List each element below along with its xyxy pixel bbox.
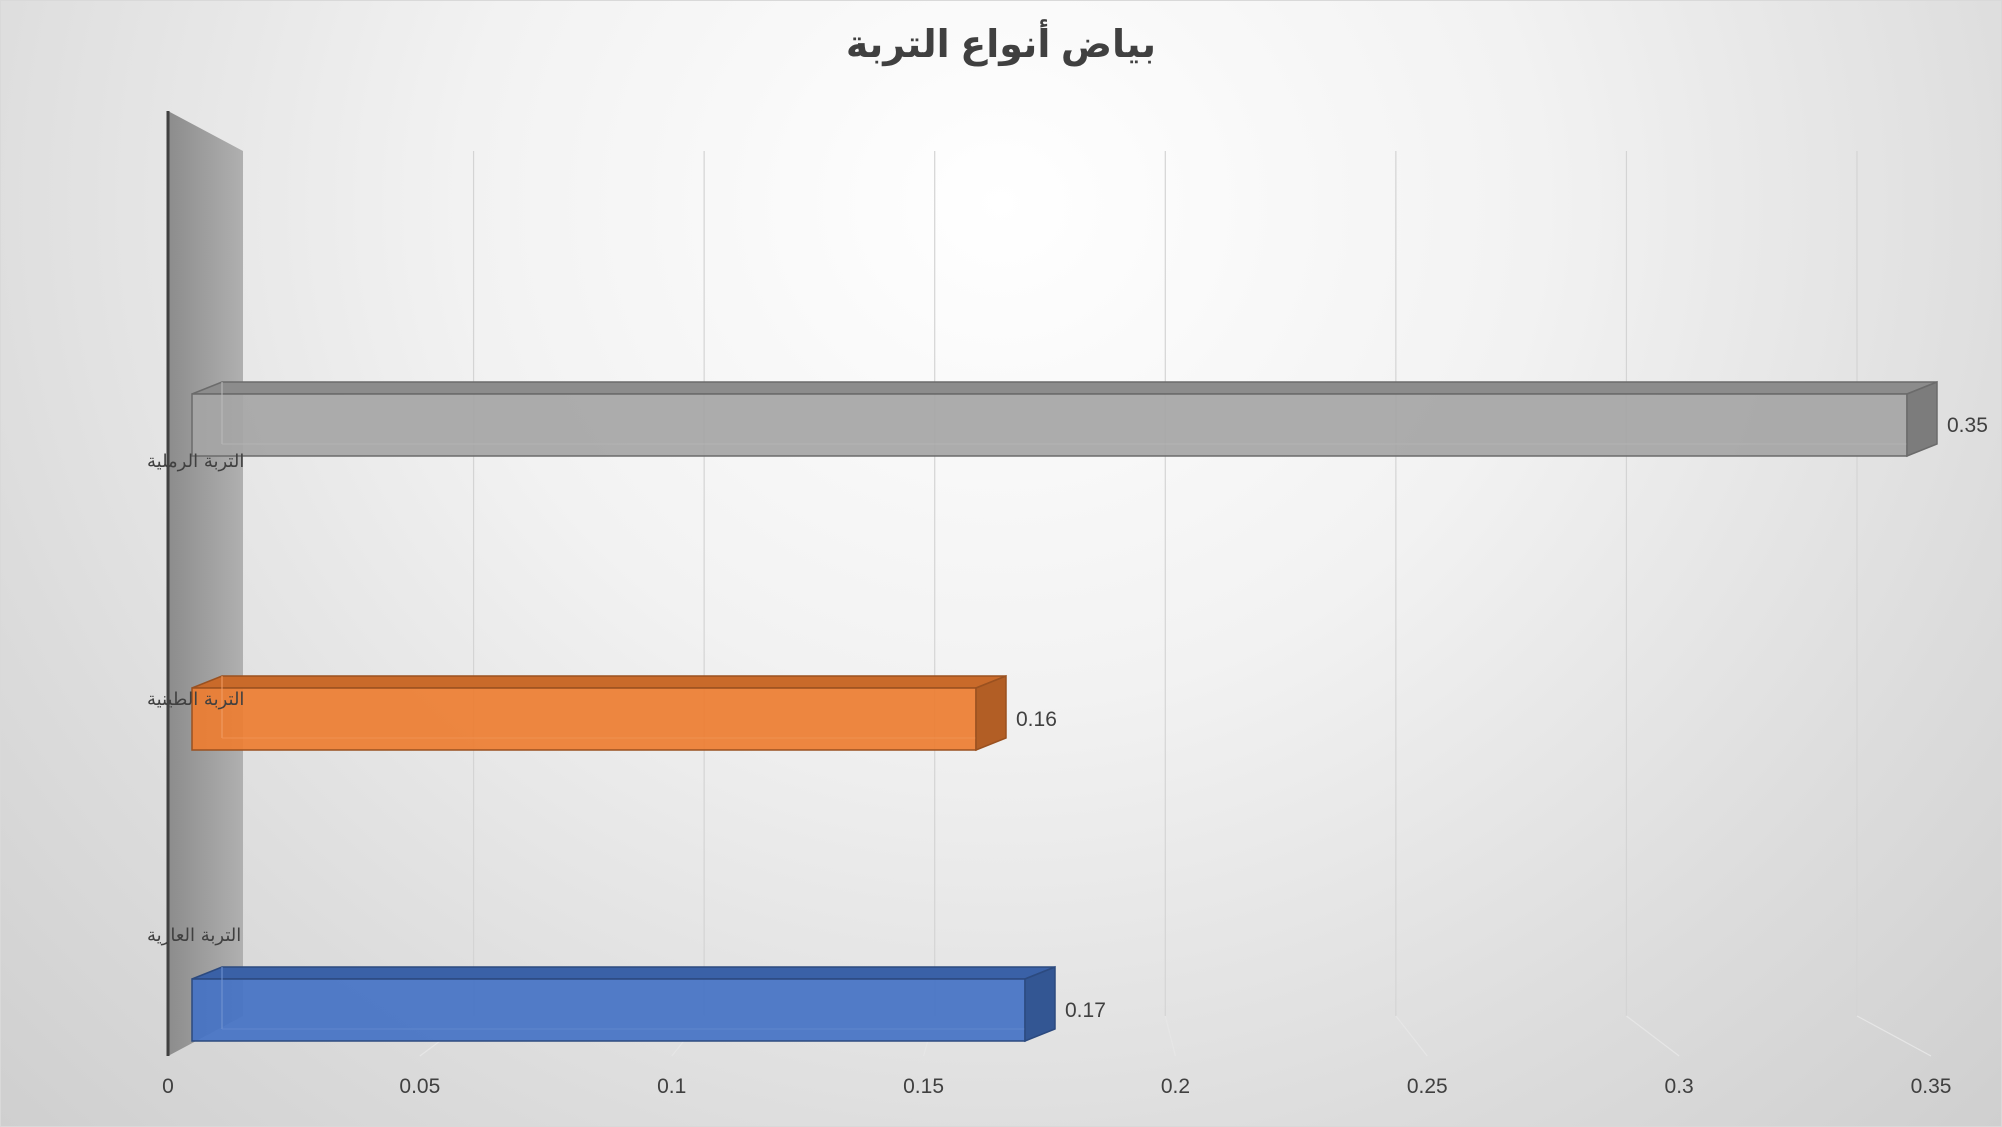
category-label: التربة العارية <box>147 925 241 946</box>
bar <box>191 674 1007 752</box>
x-tick-label: 0.1 <box>657 1075 686 1098</box>
value-axis-ticks: 0 0.05 0.1 0.15 0.2 0.25 0.3 0.35 <box>162 1075 1951 1098</box>
category-label: التربة الرملية <box>147 451 244 472</box>
chart-title: بياض أنواع التربة <box>846 19 1156 66</box>
category-labels: التربة العارية التربة الطينية التربة الرمل… <box>147 451 244 946</box>
bars: 0.17 0.16 0.35 <box>191 380 1988 1043</box>
x-tick-label: 0.25 <box>1407 1075 1448 1098</box>
x-tick-label: 0.15 <box>903 1075 944 1098</box>
x-tick-label: 0.3 <box>1665 1075 1694 1098</box>
bar-front-face <box>191 687 977 751</box>
x-tick-label: 0.05 <box>399 1075 440 1098</box>
x-tick-label: 0 <box>162 1075 174 1098</box>
floor-gridline <box>1856 1015 1932 1057</box>
chart-side-wall <box>168 111 243 1056</box>
bar-end-face <box>1024 965 1056 1043</box>
bar-top-face <box>191 966 1056 980</box>
side-wall-panel <box>168 111 243 1056</box>
category-label: التربة الطينية <box>147 689 244 710</box>
gridlines <box>419 151 1932 1057</box>
bar-front-face <box>191 978 1026 1042</box>
floor-gridline <box>1626 1015 1680 1057</box>
x-tick-label: 0.35 <box>1911 1075 1952 1098</box>
floor-gridline <box>1164 1015 1177 1057</box>
bar <box>191 380 1938 458</box>
x-tick-label: 0.2 <box>1161 1075 1190 1098</box>
bar-top-face <box>191 675 1007 689</box>
floor-gridline <box>1395 1015 1428 1057</box>
bar-front-face <box>191 393 1908 457</box>
bar-value-label: 0.16 <box>1016 708 1057 731</box>
bar-value-label: 0.35 <box>1947 414 1988 437</box>
bar-value-label: 0.17 <box>1065 999 1106 1022</box>
bar-end-face <box>1906 380 1938 458</box>
bar-end-face <box>975 674 1007 752</box>
bar <box>191 965 1056 1043</box>
bar-top-face <box>191 381 1938 395</box>
